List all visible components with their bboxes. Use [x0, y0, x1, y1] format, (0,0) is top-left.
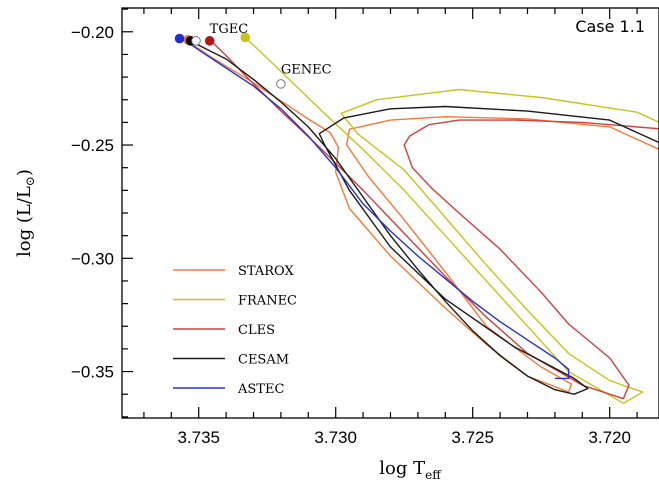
- start-markers: [174, 32, 286, 89]
- series-line-cles: [209, 39, 659, 400]
- annotation-genec: GENEC: [281, 63, 332, 78]
- x-tick-label: 3.720: [588, 428, 631, 447]
- start-marker-genec: [276, 79, 286, 89]
- annotation-tgec: TGEC: [210, 22, 249, 37]
- series-line-starox: [184, 39, 659, 393]
- start-marker-astec: [174, 33, 185, 44]
- series-lines: [181, 36, 659, 404]
- legend-label-franec: FRANEC: [238, 294, 297, 309]
- plot-frame: [121, 7, 659, 419]
- legend-label-cles: CLES: [238, 323, 275, 338]
- tick-marks: [122, 8, 638, 418]
- annotations: TGEC GENEC: [210, 22, 332, 78]
- y-tick-label: −0.20: [71, 23, 114, 42]
- y-axis-title: log (L/L⊙): [14, 169, 37, 257]
- x-axis-title: log Teff: [379, 458, 442, 482]
- legend: STAROX FRANEC CLES CESAM ASTEC: [173, 264, 297, 397]
- x-tick-label: 3.735: [177, 428, 220, 447]
- legend-label-cesam: CESAM: [238, 353, 289, 368]
- y-axis-title-sun: ⊙: [23, 176, 37, 186]
- case-label: Case 1.1: [575, 17, 645, 36]
- x-tick-label: 3.730: [314, 428, 357, 447]
- y-axis-title-main: log (L/L: [14, 186, 35, 257]
- series-line-franec: [244, 36, 659, 404]
- start-marker-franec: [240, 32, 251, 43]
- y-tick-label: −0.25: [71, 136, 114, 155]
- legend-label-astec: ASTEC: [237, 382, 284, 397]
- tick-labels: 3.735 3.730 3.725 3.720 −0.20 −0.25 −0.30 −0.35: [71, 23, 631, 447]
- series-line-cesam: [187, 39, 659, 395]
- start-marker-tgec: [191, 36, 201, 46]
- start-marker-cles: [204, 36, 215, 46]
- x-tick-label: 3.725: [451, 428, 494, 447]
- series-line-astec: [181, 38, 570, 380]
- x-axis-title-main: log T: [379, 458, 425, 479]
- y-tick-label: −0.35: [71, 363, 114, 382]
- y-tick-label: −0.30: [71, 249, 114, 268]
- y-axis-title-close: ): [14, 169, 35, 176]
- x-axis-title-sub: eff: [425, 468, 442, 482]
- legend-label-starox: STAROX: [238, 264, 294, 279]
